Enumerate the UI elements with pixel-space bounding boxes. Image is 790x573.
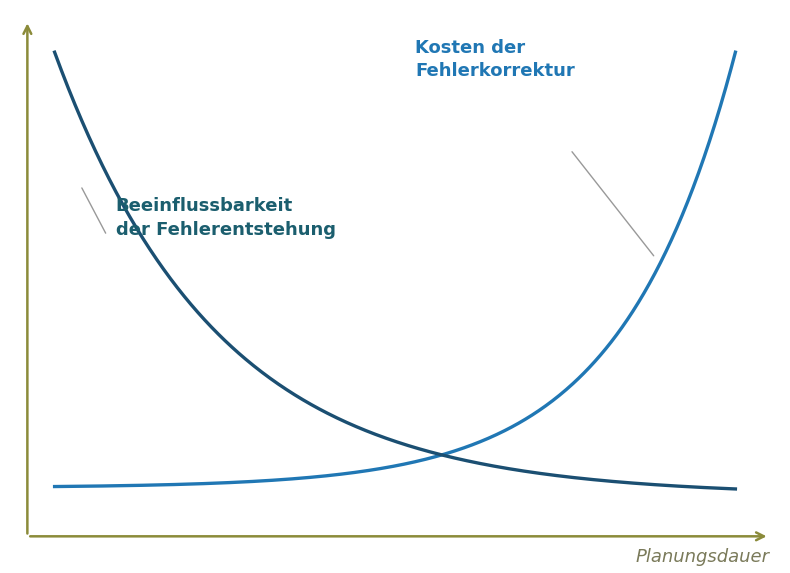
Text: Beeinflussbarkeit
der Fehlerentstehung: Beeinflussbarkeit der Fehlerentstehung	[116, 197, 336, 238]
Text: Planungsdauer: Planungsdauer	[635, 548, 769, 566]
Text: Kosten der
Fehlerkorrektur: Kosten der Fehlerkorrektur	[416, 38, 575, 80]
